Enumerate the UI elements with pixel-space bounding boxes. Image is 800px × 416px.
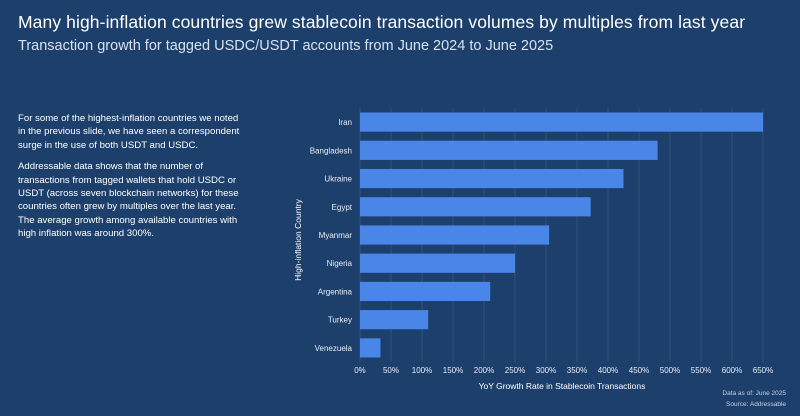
category-label: Ukraine: [324, 175, 352, 184]
bar-ukraine: [360, 168, 624, 189]
category-labels: Iran Bangladesh Ukraine Egypt Myanmar Nigeria…: [310, 118, 353, 353]
bar-argentina: [360, 281, 491, 302]
category-label: Turkey: [328, 316, 352, 325]
bar-iran: [360, 112, 763, 132]
y-axis-title: High-inflation Country: [293, 198, 303, 280]
footnote: Data as of: June 2025 Source: Addressabl…: [722, 388, 786, 410]
description-paragraph-1: For some of the highest-inflation countr…: [18, 113, 240, 151]
chart-title: Many high-inflation countries grew stabl…: [18, 12, 746, 32]
x-tick-label: 0%: [354, 366, 366, 375]
x-tick-label: 500%: [660, 366, 680, 375]
x-tick-label: 450%: [629, 366, 649, 375]
x-axis-title: YoY Growth Rate in Stablecoin Transactio…: [479, 381, 646, 391]
x-tick-labels: 0% 50% 100% 150% 200% 250% 300% 350% 400% 450% 500…: [354, 366, 773, 375]
x-tick-label: 100%: [412, 366, 432, 375]
x-tick-label: 400%: [598, 366, 618, 375]
category-label: Myanmar: [319, 231, 353, 240]
x-tick-label: 50%: [383, 366, 399, 375]
description-paragraph-2: Addressable data shows that the number o…: [18, 161, 239, 240]
x-tick-label: 550%: [691, 366, 711, 375]
chart-subtitle: Transaction growth for tagged USDC/USDT …: [18, 38, 554, 54]
bar-turkey: [360, 310, 429, 330]
footnote-source: Source: Addressable: [726, 401, 786, 408]
bar-venezuela: [360, 338, 381, 358]
bar-nigeria: [360, 253, 515, 273]
x-tick-label: 350%: [567, 366, 587, 375]
category-label: Bangladesh: [310, 146, 352, 155]
x-tick-label: 150%: [443, 366, 463, 375]
x-tick-label: 250%: [505, 366, 525, 375]
category-label: Venezuela: [315, 344, 353, 353]
x-tick-label: 650%: [753, 366, 773, 375]
x-tick-label: 600%: [722, 366, 742, 375]
footnote-date: Data as of: June 2025: [722, 390, 786, 397]
bar-egypt: [360, 197, 591, 217]
category-label: Egypt: [332, 203, 353, 212]
category-label: Nigeria: [327, 259, 353, 268]
bar-bangladesh: [360, 140, 658, 160]
bar-myanmar: [360, 225, 550, 245]
bars: [360, 112, 763, 358]
category-label: Iran: [338, 118, 352, 127]
x-tick-label: 300%: [536, 366, 556, 375]
description-text: For some of the highest-inflation countr…: [18, 112, 248, 249]
x-tick-label: 200%: [474, 366, 494, 375]
category-label: Argentina: [318, 287, 353, 296]
